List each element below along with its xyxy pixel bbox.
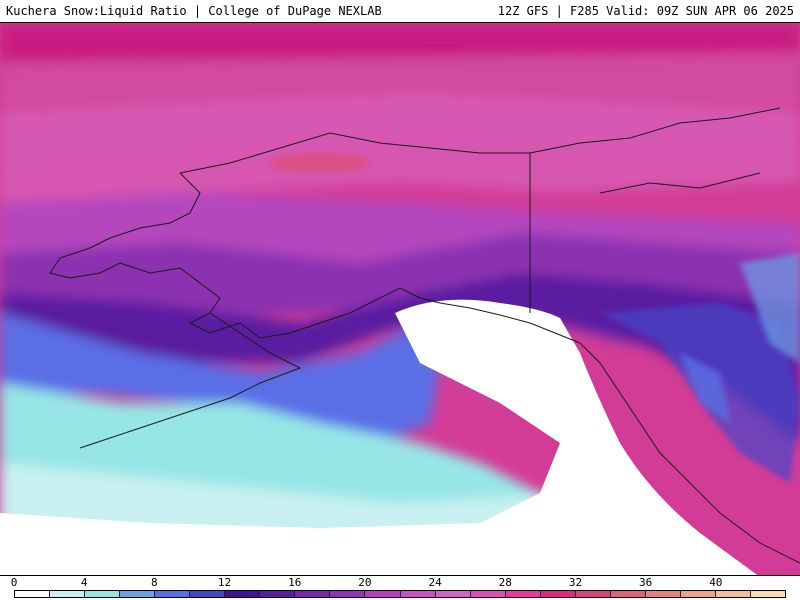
legend-swatch <box>190 591 226 597</box>
legend-swatch <box>505 591 541 597</box>
legend-tick-label: 4 <box>80 576 88 589</box>
no-snow-region <box>0 299 758 575</box>
snow-ratio-field <box>0 23 800 575</box>
legend-swatch <box>540 591 576 597</box>
color-legend: 0 4 8 12 16 20 24 28 32 36 40 <box>0 576 800 600</box>
run-info: 12Z GFS | F285 Valid: 09Z SUN APR 06 202… <box>497 4 794 18</box>
legend-swatch <box>295 591 331 597</box>
coastlines <box>49 107 800 564</box>
legend-swatch <box>680 591 716 597</box>
legend-swatch <box>645 591 681 597</box>
legend-swatch <box>155 591 191 597</box>
legend-tick-label: 0 <box>10 576 18 589</box>
legend-swatch <box>365 591 401 597</box>
legend-swatch <box>750 591 786 597</box>
legend-swatch <box>225 591 261 597</box>
legend-swatch <box>400 591 436 597</box>
legend-tick-label: 40 <box>709 576 723 589</box>
legend-swatch <box>260 591 296 597</box>
legend-tick-label: 8 <box>151 576 158 589</box>
legend-swatch <box>435 591 471 597</box>
legend-ticks: 0 4 8 12 16 20 24 28 32 36 40 <box>0 576 800 590</box>
product-title: Kuchera Snow:Liquid Ratio | College of D… <box>6 4 382 18</box>
legend-tick-label: 20 <box>358 576 372 589</box>
legend-tick-label: 28 <box>498 576 512 589</box>
legend-swatch <box>85 591 121 597</box>
forecast-map <box>0 22 800 576</box>
legend-swatch <box>715 591 751 597</box>
legend-tick-label: 24 <box>428 576 442 589</box>
legend-swatch <box>575 591 611 597</box>
map-header: Kuchera Snow:Liquid Ratio | College of D… <box>0 0 800 22</box>
legend-swatch <box>120 591 156 597</box>
legend-tick-label: 16 <box>288 576 302 589</box>
legend-swatch <box>330 591 366 597</box>
legend-swatch <box>470 591 506 597</box>
legend-tick-label: 36 <box>639 576 653 589</box>
legend-swatch <box>15 591 51 597</box>
legend-bar <box>14 590 786 598</box>
legend-swatch <box>610 591 646 597</box>
legend-swatch <box>50 591 86 597</box>
legend-tick-label: 12 <box>217 576 232 589</box>
legend-tick-label: 32 <box>568 576 583 589</box>
